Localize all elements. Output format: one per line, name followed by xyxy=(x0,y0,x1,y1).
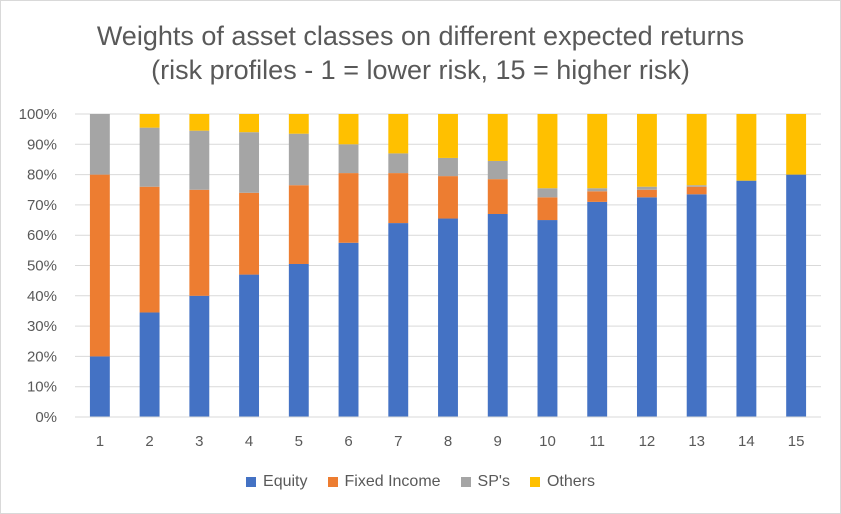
x-tick-label: 2 xyxy=(145,433,153,450)
bar-segment xyxy=(239,114,260,133)
x-tick-label: 13 xyxy=(688,433,705,450)
bar-segment xyxy=(686,186,707,195)
legend: Equity Fixed Income SP's Others xyxy=(1,473,840,491)
legend-label: Others xyxy=(546,473,595,490)
chart-title: Weights of asset classes on different ex… xyxy=(1,19,840,87)
bar-segment xyxy=(438,176,458,219)
bar-segment xyxy=(89,174,110,357)
y-tick-label: 0% xyxy=(35,409,57,426)
bar-segment xyxy=(388,153,409,174)
bar-segment xyxy=(487,179,508,214)
x-tick-label: 4 xyxy=(245,433,253,450)
y-tick-label: 20% xyxy=(27,348,57,365)
bar-segment xyxy=(89,114,110,175)
y-tick-label: 30% xyxy=(27,318,57,335)
bar-segment xyxy=(736,114,757,181)
bar-segment xyxy=(139,186,160,313)
x-tick-label: 12 xyxy=(639,433,656,450)
x-tick-label: 6 xyxy=(344,433,352,450)
bar-segment xyxy=(786,114,807,175)
legend-label: SP's xyxy=(477,473,510,490)
bar-segment xyxy=(288,114,309,134)
bar-segment xyxy=(587,191,608,202)
x-tick-label: 1 xyxy=(96,433,104,450)
bar-segment xyxy=(189,130,210,190)
bar-segment xyxy=(487,160,508,180)
bar-segment xyxy=(686,185,707,187)
bar-segment xyxy=(388,173,409,224)
bar-segment xyxy=(338,114,359,145)
bar-segment xyxy=(89,356,110,417)
legend-item: Equity xyxy=(246,473,308,491)
legend-swatch xyxy=(529,477,540,487)
y-tick-label: 90% xyxy=(27,136,57,153)
bar-segment xyxy=(388,114,409,154)
bar-segment xyxy=(139,114,160,128)
bar-segment xyxy=(139,312,160,417)
bar-segment xyxy=(587,114,608,189)
x-tick-label: 10 xyxy=(539,433,556,450)
y-tick-label: 80% xyxy=(27,167,57,184)
y-tick-label: 50% xyxy=(27,258,57,275)
bar-segment xyxy=(438,114,458,158)
y-tick-label: 70% xyxy=(27,197,57,214)
bar-segment xyxy=(189,189,210,296)
bar-segment xyxy=(288,185,309,264)
legend-swatch xyxy=(246,477,257,487)
legend-item: SP's xyxy=(460,473,510,491)
bar-segment xyxy=(487,213,508,417)
bar-segment xyxy=(636,114,657,187)
bar-segment xyxy=(636,189,657,198)
x-tick-label: 11 xyxy=(589,433,605,450)
bar-segment xyxy=(438,157,458,177)
bar-segment xyxy=(388,223,409,417)
y-tick-label: 100% xyxy=(19,106,57,123)
bar-segment xyxy=(537,114,558,189)
legend-label: Equity xyxy=(263,473,308,490)
bar-segment xyxy=(686,194,707,417)
bar-segment xyxy=(288,263,309,417)
bar-segment xyxy=(189,114,210,131)
bar-segment xyxy=(487,114,508,161)
bar-segment xyxy=(338,144,359,174)
bar-segment xyxy=(338,173,359,243)
bar-segment xyxy=(537,220,558,417)
bar-segment xyxy=(239,132,260,193)
bar-segment xyxy=(239,274,260,417)
legend-swatch xyxy=(460,477,471,487)
chart-title-line-1: Weights of asset classes on different ex… xyxy=(96,21,745,51)
bar-segment xyxy=(786,174,807,417)
y-tick-label: 40% xyxy=(27,288,57,305)
bar-segment xyxy=(189,295,210,417)
bar-segment xyxy=(338,242,359,417)
bar-segment xyxy=(736,180,757,417)
legend-label: Fixed Income xyxy=(344,473,441,490)
legend-swatch xyxy=(327,477,338,487)
legend-item: Others xyxy=(529,473,595,491)
bar-segment xyxy=(438,218,458,417)
bar-segment xyxy=(686,114,707,186)
bar-segment xyxy=(636,197,657,417)
bar-segment xyxy=(139,127,160,187)
bar-segment xyxy=(239,192,260,275)
x-tick-label: 14 xyxy=(738,433,755,450)
legend-item: Fixed Income xyxy=(327,473,441,491)
x-tick-label: 3 xyxy=(195,433,203,450)
x-tick-label: 9 xyxy=(494,433,502,450)
bar-segment xyxy=(537,197,558,221)
bar-segment xyxy=(288,133,309,186)
y-tick-label: 60% xyxy=(27,227,57,244)
bar-segment xyxy=(587,201,608,417)
chart-title-line-2: (risk profiles - 1 = lower risk, 15 = hi… xyxy=(151,55,690,85)
x-tick-label: 15 xyxy=(788,433,805,450)
x-tick-label: 7 xyxy=(394,433,402,450)
y-tick-label: 10% xyxy=(27,379,57,396)
x-tick-label: 8 xyxy=(444,433,452,450)
bar-segment xyxy=(636,186,657,190)
bar-segment xyxy=(537,188,558,198)
x-tick-label: 5 xyxy=(295,433,303,450)
bar-segment xyxy=(587,188,608,192)
